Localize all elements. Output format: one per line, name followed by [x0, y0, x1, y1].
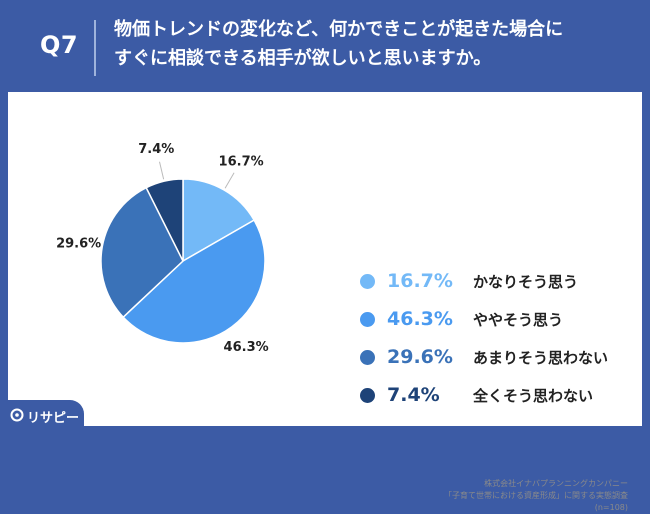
legend-value: 7.4%: [387, 384, 440, 406]
pin-icon: [10, 408, 24, 422]
source-company: 株式会社イナバプランニングカンパニー: [484, 479, 628, 488]
legend-label: かなりそう思う: [473, 272, 579, 291]
header: Q7 物価トレンドの変化など、何かできことが起きた場合に すぐに相談できる相手が…: [0, 0, 650, 92]
pie-slice-3: [100, 186, 184, 319]
source-sample-size: (n=108): [594, 503, 628, 512]
legend-swatch: [360, 273, 375, 289]
pie-slice-2: [122, 219, 266, 344]
slice-label-4: 7.4%: [138, 142, 174, 157]
question-id: Q7: [40, 31, 79, 59]
slice-label-1: 16.7%: [219, 155, 264, 170]
legend-item-3: 29.6% あまりそう思わない: [360, 344, 640, 370]
slice-label-2: 46.3%: [224, 340, 269, 355]
chart-panel: 16.7% 46.3% 29.6% 7.4% 16.7% かなりそう思う 46.3% ややそ…: [8, 92, 642, 512]
question-title-line1: 物価トレンドの変化など、何かできことが起きた場合に: [114, 19, 564, 40]
legend-swatch: [360, 311, 375, 327]
legend-value: 16.7%: [387, 270, 453, 292]
leader-line-4: [159, 161, 165, 180]
legend-value: 46.3%: [387, 308, 453, 330]
pie-slice-4: [145, 178, 184, 262]
legend-label: あまりそう思わない: [473, 348, 609, 367]
brand-logo: リサピー: [0, 400, 84, 434]
question-title-line2: すぐに相談できる相手が欲しいと思いますか。: [114, 48, 492, 69]
pie-slice-1: [182, 178, 256, 263]
leader-line-1: [224, 172, 235, 189]
header-divider: [94, 20, 96, 76]
legend-item-1: 16.7% かなりそう思う: [360, 268, 640, 294]
legend-swatch: [360, 387, 375, 403]
legend-label: 全くそう思わない: [473, 386, 594, 405]
legend-value: 29.6%: [387, 346, 453, 368]
source-note: 株式会社イナバプランニングカンパニー 「子育て世帯における資産形成」に関する実態…: [368, 478, 628, 514]
legend-item-4: 7.4% 全くそう思わない: [360, 382, 640, 408]
legend-item-2: 46.3% ややそう思う: [360, 306, 640, 332]
legend-label: ややそう思う: [473, 310, 564, 329]
legend-swatch: [360, 349, 375, 365]
slice-label-3: 29.6%: [56, 236, 101, 251]
brand-logo-text: リサピー: [27, 411, 80, 426]
source-survey: 「子育て世帯における資産形成」に関する実態調査: [444, 491, 628, 500]
question-title: 物価トレンドの変化など、何かできことが起きた場合に すぐに相談できる相手が欲しい…: [114, 15, 634, 73]
pie-chart: 16.7% 46.3% 29.6% 7.4%: [56, 142, 269, 355]
